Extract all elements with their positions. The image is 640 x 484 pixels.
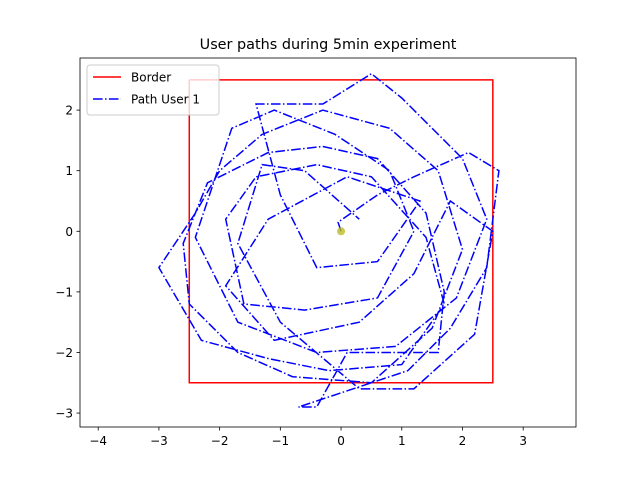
chart-title: User paths during 5min experiment	[200, 37, 457, 53]
y-tick-label: −3	[55, 407, 73, 421]
x-tick-label: −1	[271, 434, 289, 448]
y-tick-label: 2	[65, 104, 73, 118]
line-series	[188, 79, 494, 384]
y-tick-label: 1	[65, 164, 73, 178]
y-tick-label: −2	[55, 346, 73, 360]
x-tick-label: 1	[398, 434, 406, 448]
legend-label: Border	[131, 71, 171, 85]
x-tick-label: −2	[211, 434, 229, 448]
y-tick-label: −1	[55, 285, 73, 299]
x-tick-label: −3	[150, 434, 168, 448]
x-tick-label: 0	[337, 434, 345, 448]
y-tick-label: 0	[65, 225, 73, 239]
x-tick-label: −4	[89, 434, 107, 448]
x-tick-label: 3	[519, 434, 527, 448]
plot-frame	[79, 57, 577, 428]
legend-label: Path User 1	[131, 93, 200, 107]
x-tick-label: 2	[459, 434, 467, 448]
start-point	[337, 227, 346, 236]
line-series	[158, 72, 500, 408]
